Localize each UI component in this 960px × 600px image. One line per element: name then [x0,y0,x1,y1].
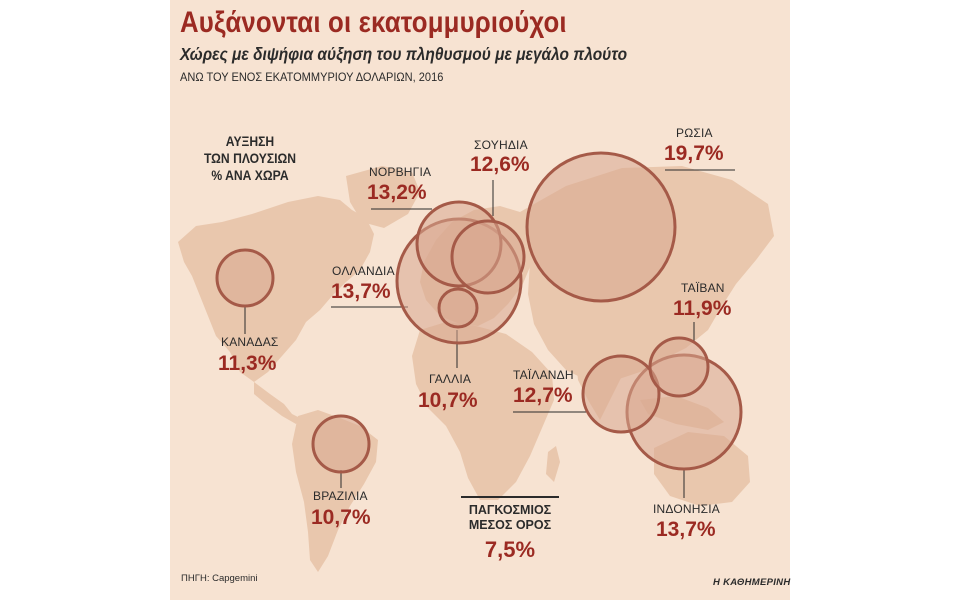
landmass-greenland [346,166,420,228]
global-average-label-line1: ΠΑΓΚΟΣΜΙΟΣ [468,503,552,517]
global-average-rule [461,496,559,498]
value-brazil: 10,7% [311,506,371,529]
label-thailand: ΤΑΪΛΑΝΔΗ [513,368,574,382]
label-indonesia: ΙΝΔΟΝΗΣΙΑ [653,502,720,516]
bubbles [215,151,743,474]
value-netherlands: 13,7% [331,280,391,303]
bubble-sweden [450,219,526,295]
value-sweden: 12,6% [470,153,530,176]
value-france: 10,7% [418,389,478,412]
global-average-box: ΠΑΓΚΟΣΜΙΟΣ ΜΕΣΟΣ ΟΡΟΣ 7,5% [461,496,559,563]
global-average-value: 7,5% [484,537,536,562]
legend-line: ΤΩΝ ΠΛΟΥΣΙΩΝ [203,151,297,166]
label-taiwan: ΤΑΪΒΑΝ [681,281,725,295]
landmass-north-america [178,196,374,382]
value-thailand: 12,7% [513,384,573,407]
label-france: ΓΑΛΛΙΑ [429,372,472,386]
value-norway: 13,2% [367,181,427,204]
bubble-france [437,287,479,329]
legend-line: ΑΥΞΗΣΗ [225,134,275,149]
source-note: ΠΗΓΗ: Capgemini [181,573,258,584]
value-indonesia: 13,7% [656,518,716,541]
label-canada: ΚΑΝΑΔΑΣ [221,335,279,349]
landmass-africa [412,322,554,500]
legend-caption: ΑΥΞΗΣΗ ΤΩΝ ΠΛΟΥΣΙΩΝ % ΑΝΑ ΧΩΡΑ [196,133,304,184]
bubble-thailand [581,354,661,434]
global-average-label-line2: ΜΕΣΟΣ ΟΡΟΣ [468,518,552,532]
value-taiwan: 11,9% [673,297,732,320]
legend-line: % ΑΝΑ ΧΩΡΑ [211,168,289,183]
bubble-brazil [311,414,371,474]
publisher-credit: Η ΚΑΘΗΜΕΡΙΝΗ [713,577,791,588]
value-russia: 19,7% [664,142,724,165]
unit-note: ΑΝΩ ΤΟΥ ΕΝΟΣ ΕΚΑΤΟΜΜΥΡΙΟΥ ΔΟΛΑΡΙΩΝ, 2016 [180,70,444,84]
bubble-russia [525,151,677,303]
bubble-taiwan [648,336,710,398]
label-russia: ΡΩΣΙΑ [676,126,713,140]
label-norway: ΝΟΡΒΗΓΙΑ [369,165,432,179]
value-canada: 11,3% [218,352,277,375]
landmass-madagascar [546,446,560,482]
landmass-central-america [254,382,300,424]
label-brazil: ΒΡΑΖΙΛΙΑ [313,489,368,503]
label-sweden: ΣΟΥΗΔΙΑ [474,138,528,152]
page-title: Αυξάνονται οι εκατομμυριούχοι [180,6,567,39]
bubble-canada [215,248,275,308]
label-netherlands: ΟΛΛΑΝΔΙΑ [332,264,395,278]
page-subtitle: Χώρες με διψήφια αύξηση του πληθυσμού με… [180,44,628,64]
